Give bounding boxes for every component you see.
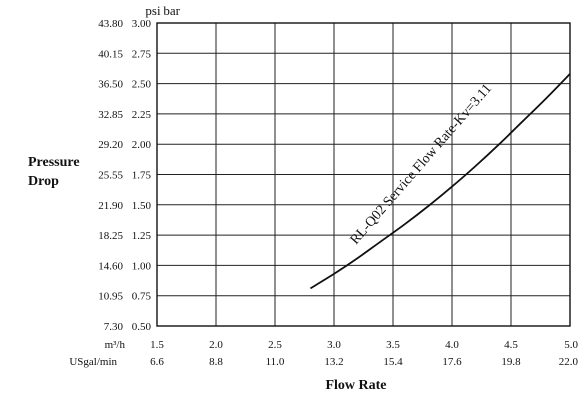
y-axis-label-line1: Pressure xyxy=(28,155,80,170)
x-tick-label-m3h: 3.5 xyxy=(386,339,400,351)
y-tick-label-bar: 2.50 xyxy=(132,79,152,91)
x-tick-label-m3h: 4.5 xyxy=(504,339,518,351)
y-tick-label-bar: 0.75 xyxy=(132,291,152,303)
y-tick-label-bar: 1.25 xyxy=(132,230,152,242)
y-tick-label-bar: 1.00 xyxy=(132,260,152,272)
x-tick-label-gpm: 15.4 xyxy=(383,356,403,368)
y-tick-label-bar: 1.75 xyxy=(132,170,152,182)
y-tick-label-psi: 18.25 xyxy=(98,230,123,242)
x-tick-label-gpm: 13.2 xyxy=(324,356,343,368)
y-tick-label-bar: 2.75 xyxy=(132,48,152,60)
x-tick-label-m3h: 3.0 xyxy=(327,339,341,351)
y-tick-label-psi: 43.80 xyxy=(98,18,123,30)
y-tick-label-psi: 14.60 xyxy=(98,260,123,272)
y-tick-label-psi: 36.50 xyxy=(98,79,123,91)
x-unit-m3h: m³/h xyxy=(105,339,126,351)
x-tick-label-gpm: 22.0 xyxy=(559,356,579,368)
y-tick-label-bar: 3.00 xyxy=(132,18,152,30)
y-unit-psi: psi xyxy=(145,3,161,18)
y-tick-label-psi: 7.30 xyxy=(104,321,124,333)
y-unit-bar: bar xyxy=(163,3,180,18)
y-tick-label-psi: 10.95 xyxy=(98,291,123,303)
series-label: RL-Q02 Service Flow Rate-Kv=3.11 xyxy=(348,81,495,247)
y-tick-label-bar: 0.50 xyxy=(132,321,152,333)
x-tick-label-m3h: 2.5 xyxy=(268,339,282,351)
x-tick-label-m3h: 5.0 xyxy=(564,339,578,351)
x-tick-label-gpm: 11.0 xyxy=(266,356,285,368)
y-tick-label-psi: 21.90 xyxy=(98,200,123,212)
y-tick-label-psi: 25.55 xyxy=(98,170,123,182)
x-tick-label-m3h: 4.0 xyxy=(445,339,459,351)
y-axis-label-line2: Drop xyxy=(28,174,59,189)
y-tick-label-bar: 1.50 xyxy=(132,200,152,212)
series-curve xyxy=(309,73,571,290)
x-tick-label-gpm: 6.6 xyxy=(150,356,164,368)
x-tick-label-m3h: 1.5 xyxy=(150,339,164,351)
y-tick-label-psi: 29.20 xyxy=(98,139,123,151)
x-tick-label-gpm: 17.6 xyxy=(442,356,462,368)
x-unit-gpm: USgal/min xyxy=(69,356,117,368)
y-tick-label-psi: 32.85 xyxy=(98,109,123,121)
x-tick-label-gpm: 19.8 xyxy=(501,356,521,368)
x-tick-label-gpm: 8.8 xyxy=(209,356,223,368)
x-axis-label: Flow Rate xyxy=(325,378,386,393)
x-tick-label-m3h: 2.0 xyxy=(209,339,223,351)
chart-grid xyxy=(156,22,571,327)
y-tick-label-bar: 2.25 xyxy=(132,109,152,121)
y-tick-label-psi: 40.15 xyxy=(98,48,123,60)
y-tick-label-bar: 2.00 xyxy=(132,139,152,151)
y-tick-labels: 0.50 7.30 0.75 10.95 1.00 14.60 1.25 18.25 1.50 2… xyxy=(98,18,151,333)
plot-border xyxy=(156,22,571,327)
plot-frame xyxy=(156,22,571,327)
x-tick-labels: 1.5 6.6 2.0 8.8 2.5 11.0 3.0 13.2 3.5 15.4 4.0 17.6… xyxy=(150,339,578,368)
